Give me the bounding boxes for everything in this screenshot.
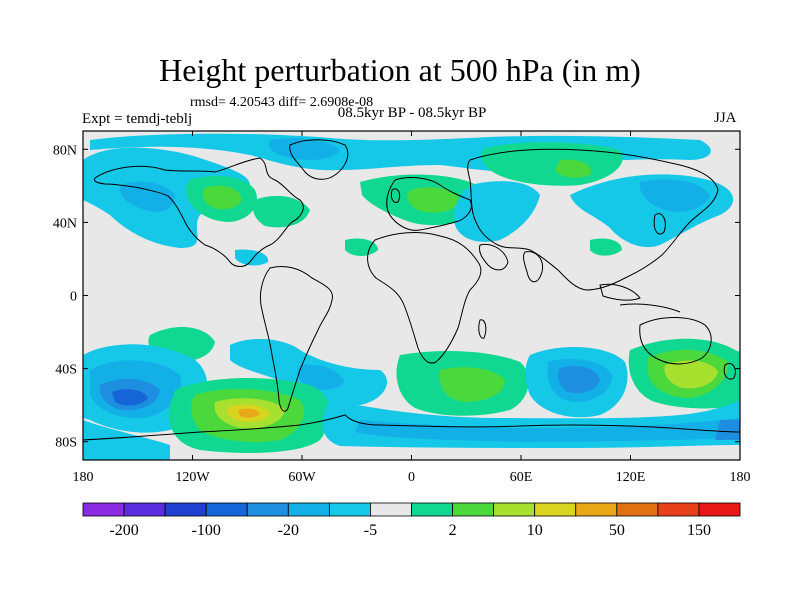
- colorbar-label: -200: [109, 522, 138, 539]
- longitude-axis: 180 120W 60W 0 60E 120E 180: [73, 131, 751, 485]
- contour-patch: [639, 179, 710, 212]
- colorbar-swatch: [246, 502, 289, 517]
- colorbar-swatch: [328, 502, 371, 517]
- colorbar-label: 150: [687, 522, 711, 539]
- contour-patch: [555, 159, 591, 178]
- colorbar-swatch: [534, 502, 577, 517]
- colorbar-swatch: [164, 502, 207, 517]
- sh-anomalies: [83, 326, 740, 460]
- lon-label: 180: [730, 470, 751, 485]
- colorbar-label: 2: [449, 522, 457, 539]
- contour-patch: [439, 367, 505, 402]
- colorbar-label: -20: [278, 522, 299, 539]
- experiment-label: Expt = temdj-teblj: [82, 111, 193, 127]
- lon-label: 60W: [288, 470, 316, 485]
- lat-label: 80S: [55, 436, 77, 451]
- lat-label: 40S: [55, 363, 77, 378]
- plot-title: Height perturbation at 500 hPa (in m): [159, 52, 641, 88]
- contour-patch: [268, 138, 340, 160]
- season-label: JJA: [714, 110, 737, 126]
- contour-patch: [297, 364, 345, 390]
- contour-patch: [345, 238, 378, 256]
- colorbar: -200 -100 -20 -5 2 10 50 150: [82, 502, 741, 539]
- lon-label: 0: [408, 470, 415, 485]
- colorbar-swatch: [575, 502, 618, 517]
- colorbar-swatch: [205, 502, 248, 517]
- contour-field: [83, 133, 740, 460]
- lat-label: 40N: [53, 216, 77, 231]
- contour-patch: [119, 181, 175, 212]
- lon-label: 180: [73, 470, 94, 485]
- colorbar-swatch: [370, 502, 412, 517]
- colorbar-swatch: [452, 502, 495, 517]
- contour-patch: [235, 249, 269, 266]
- contour-patch: [558, 366, 600, 394]
- contour-patch: [407, 187, 460, 213]
- lat-label: 80N: [53, 143, 77, 158]
- rmsd-diff-stats: rmsd= 4.20543 diff= 2.6908e-08: [190, 95, 374, 110]
- contour-patch: [355, 418, 740, 442]
- colorbar-swatch: [616, 502, 659, 517]
- lon-label: 120W: [175, 470, 210, 485]
- period-label: 08.5kyr BP - 08.5kyr BP: [337, 105, 487, 121]
- colorbar-swatch: [82, 502, 125, 517]
- latitude-axis: 80N 40N 0 40S 80S: [53, 143, 740, 451]
- contour-patch: [238, 408, 260, 418]
- colorbar-swatch: [123, 502, 166, 517]
- contour-patch: [590, 238, 622, 256]
- colorbar-label: -5: [364, 522, 377, 539]
- contour-patch: [454, 181, 540, 242]
- contour-patch: [664, 360, 718, 389]
- colorbar-label: -100: [192, 522, 221, 539]
- lon-label: 120E: [616, 470, 646, 485]
- colorbar-swatch: [493, 502, 536, 517]
- contour-patch: [202, 185, 242, 210]
- coastlines: [83, 139, 740, 441]
- colorbar-swatch: [287, 502, 330, 517]
- colorbar-swatch: [698, 502, 741, 517]
- colorbar-swatch: [657, 502, 700, 517]
- lat-label: 0: [70, 290, 77, 305]
- lon-label: 60E: [510, 470, 533, 485]
- colorbar-label: 50: [609, 522, 625, 539]
- nh-anomalies: [83, 133, 734, 266]
- colorbar-swatch: [411, 502, 453, 517]
- colorbar-label: 10: [527, 522, 543, 539]
- contour-patch: [715, 420, 740, 440]
- contour-patch: [112, 389, 148, 406]
- contour-patch: [83, 420, 170, 460]
